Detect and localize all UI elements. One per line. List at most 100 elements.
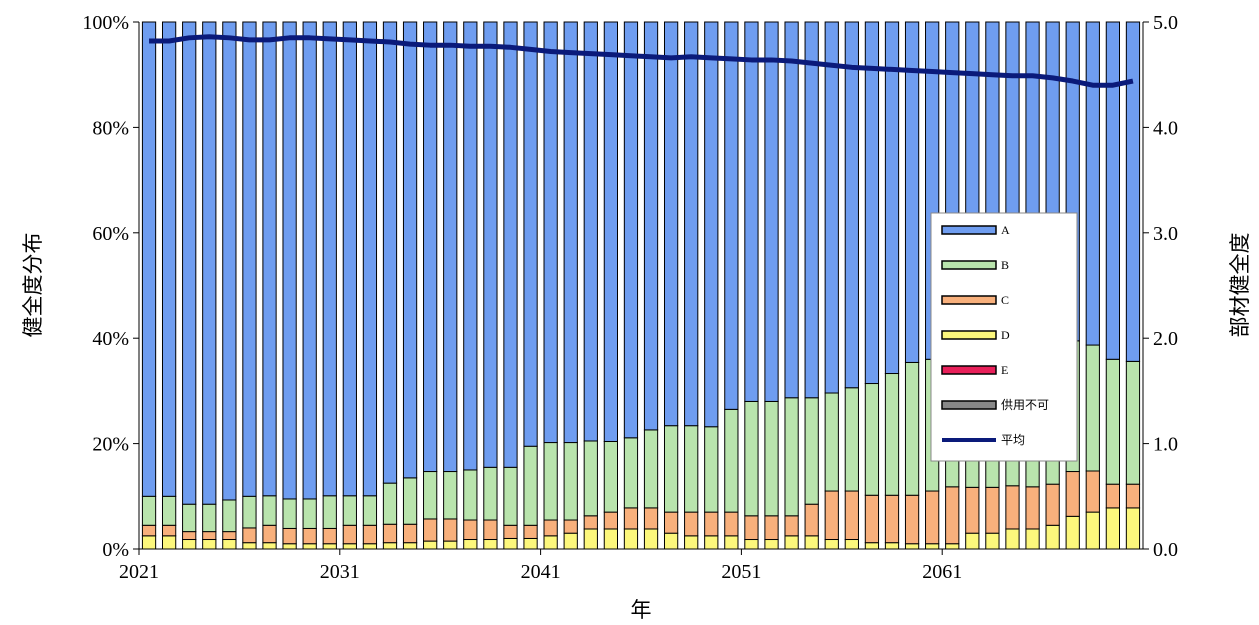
bar-c-2040: [523, 524, 538, 539]
bar-a-2035: [423, 21, 438, 473]
bar-d-2042: [563, 532, 578, 550]
legend-label-average: 平均: [1001, 433, 1025, 447]
bar-d-2059: [904, 543, 920, 550]
bar-d-2069: [1105, 507, 1120, 550]
bar-c-2041: [543, 519, 558, 537]
legend-label-unusable: 供用不可: [1001, 398, 1049, 412]
bar-b-2027: [262, 495, 277, 526]
bar-c-2026: [242, 527, 257, 544]
bar-d-2040: [523, 537, 538, 550]
bar-b-2051: [744, 400, 759, 517]
bar-d-2065: [1025, 528, 1040, 550]
right-tick-label: 0.0: [1153, 539, 1178, 561]
bar-a-2050: [724, 21, 739, 410]
bar-b-2026: [242, 495, 257, 529]
legend-swatch-e: [941, 365, 997, 375]
bar-b-2037: [463, 469, 478, 521]
bar-a-2039: [503, 21, 518, 468]
bar-d-2051: [744, 539, 759, 550]
bar-b-2033: [382, 482, 398, 525]
legend-label-c: C: [1001, 293, 1009, 307]
bar-c-2043: [583, 515, 598, 530]
bar-b-2070: [1125, 360, 1141, 485]
bar-a-2040: [523, 21, 538, 447]
bar-a-2055: [824, 21, 839, 394]
bar-d-2022: [161, 535, 177, 550]
bar-c-2036: [443, 518, 458, 542]
bar-c-2029: [302, 527, 317, 545]
bar-b-2050: [724, 408, 739, 513]
bar-a-2045: [623, 21, 639, 439]
bar-c-2047: [663, 511, 679, 534]
bar-d-2055: [824, 539, 839, 550]
bar-a-2024: [202, 21, 217, 505]
bar-d-2070: [1125, 507, 1141, 550]
bar-a-2056: [844, 21, 859, 389]
bar-c-2053: [784, 515, 799, 537]
legend-swatch-unusable: [941, 400, 997, 410]
bar-b-2035: [423, 471, 438, 520]
bar-b-2029: [302, 498, 317, 529]
x-tick-label: 2031: [320, 561, 360, 583]
left-axis-ticks: 0% 20% 40% 60% 80% 100%: [82, 12, 139, 561]
bar-d-2068: [1085, 511, 1100, 550]
bar-c-2034: [402, 523, 418, 544]
right-axis-title: 部材健全度: [1228, 233, 1252, 338]
bar-d-2047: [663, 532, 679, 550]
right-tick-label: 5.0: [1153, 12, 1178, 34]
bar-c-2055: [824, 490, 839, 541]
bar-d-2034: [402, 542, 418, 550]
bar-c-2023: [182, 531, 197, 541]
bar-b-2055: [824, 392, 839, 492]
bar-c-2067: [1065, 471, 1080, 517]
bar-a-2025: [222, 21, 237, 501]
legend-swatch-d: [941, 330, 997, 340]
bar-a-2058: [884, 21, 900, 375]
legend-swatch-a: [941, 225, 997, 235]
bar-d-2029: [302, 543, 317, 550]
bar-a-2032: [362, 21, 378, 497]
bar-a-2037: [463, 21, 478, 471]
bar-a-2023: [182, 21, 197, 505]
bar-b-2056: [844, 387, 859, 492]
bar-c-2024: [202, 531, 217, 541]
bar-b-2052: [764, 400, 779, 517]
bar-c-2033: [382, 523, 398, 544]
bar-c-2050: [724, 511, 739, 537]
bar-d-2035: [423, 540, 438, 550]
bar-a-2070: [1125, 21, 1141, 362]
bar-b-2031: [342, 495, 357, 526]
x-axis-title: 年: [631, 598, 652, 622]
bar-c-2057: [864, 494, 880, 544]
bar-c-2068: [1085, 470, 1100, 513]
bar-b-2036: [443, 471, 458, 520]
bar-c-2063: [985, 486, 1000, 534]
x-tick-label: 2021: [119, 561, 159, 583]
bar-c-2028: [282, 527, 297, 545]
bar-d-2043: [583, 528, 598, 550]
bar-c-2048: [684, 511, 699, 537]
bar-a-2033: [382, 21, 398, 484]
bar-d-2039: [503, 537, 518, 550]
bar-a-2046: [643, 21, 659, 431]
bar-d-2054: [804, 535, 819, 550]
bar-c-2065: [1025, 486, 1040, 530]
bar-d-2067: [1065, 515, 1080, 550]
bar-c-2054: [804, 503, 819, 537]
bar-d-2036: [443, 540, 458, 550]
bar-b-2039: [503, 466, 518, 526]
bar-a-2059: [904, 21, 920, 363]
bar-c-2059: [904, 494, 920, 545]
x-tick-label: 2051: [721, 561, 761, 583]
bar-a-2051: [744, 21, 759, 402]
bar-a-2038: [483, 21, 498, 468]
bar-a-2034: [402, 21, 418, 479]
bar-b-2058: [884, 373, 900, 496]
left-tick-label: 20%: [92, 434, 129, 456]
bar-c-2042: [563, 519, 578, 534]
bar-c-2062: [965, 486, 980, 534]
bar-c-2070: [1125, 483, 1141, 509]
bar-d-2044: [603, 528, 618, 550]
x-tick-label: 2041: [521, 561, 561, 583]
